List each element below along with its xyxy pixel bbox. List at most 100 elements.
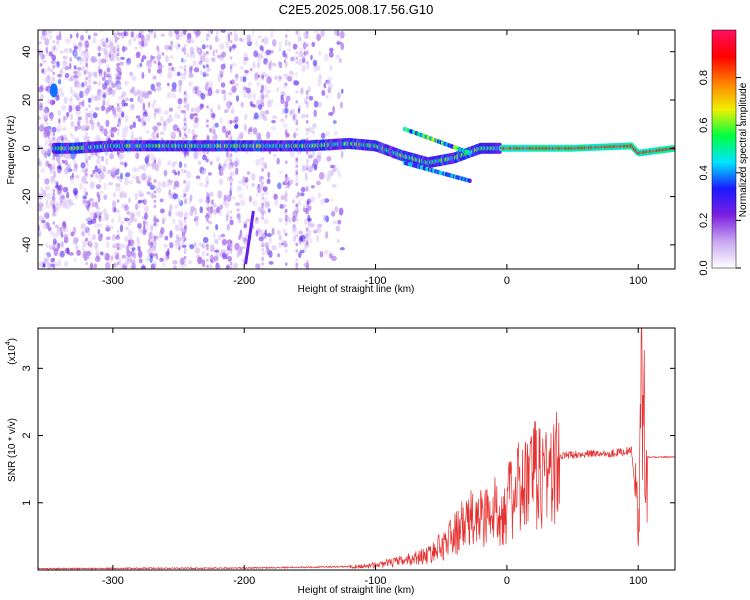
spectrogram-noise-stripe <box>153 165 157 169</box>
spectrogram-noise-cell <box>248 128 253 133</box>
spectrogram-noise-cell <box>292 114 296 121</box>
spectrogram-noise-stripe <box>306 208 309 212</box>
spectrogram-noise-cell <box>256 99 262 106</box>
spectrogram-noise-cell <box>177 44 181 48</box>
spectrogram-noise-stripe <box>153 248 157 252</box>
spectrogram-noise-cell <box>192 59 197 67</box>
spectrogram-noise-stripe <box>285 177 288 181</box>
x-tick-label: 100 <box>629 275 647 287</box>
spectrogram-noise-cell <box>191 128 196 136</box>
spectrogram-noise-cell <box>266 233 272 238</box>
spectrogram-noise-stripe <box>206 226 209 230</box>
spectrogram-noise-cell <box>119 192 124 199</box>
spectrogram-noise-cell <box>255 217 260 224</box>
spectrogram-noise-cell <box>264 74 270 78</box>
spectrogram-noise-cell <box>201 44 206 50</box>
spectrogram-noise-cell <box>139 193 145 197</box>
spectrogram-noise-cell <box>56 35 61 41</box>
x-tick-label: -200 <box>233 575 255 587</box>
spectrogram-noise-cell <box>43 77 48 82</box>
spectrogram-noise-cell <box>75 109 81 116</box>
spectrogram-noise-cell <box>73 50 79 59</box>
spectrogram-noise-stripe <box>85 127 88 131</box>
spectrogram-noise-cell <box>38 229 42 236</box>
spectrogram-noise-cell <box>141 172 147 181</box>
spectrogram-noise-cell <box>297 58 303 66</box>
spectrogram-noise-cell <box>255 192 259 198</box>
spectrogram-noise-stripe <box>153 190 157 194</box>
spectrogram-noise-cell <box>217 189 222 195</box>
spectrogram-noise-cell <box>334 30 339 36</box>
spectrogram-noise-stripe <box>183 248 187 252</box>
spectrogram-noise-cell <box>101 83 108 90</box>
spectrogram-noise-cell <box>172 193 179 200</box>
spectrogram-noise-cell <box>70 96 73 102</box>
spectrogram-noise-stripe <box>206 258 209 262</box>
spectrogram-noise-cell <box>262 186 268 192</box>
spectrogram-noise-cell <box>113 207 117 213</box>
spectrogram-noise-stripe <box>285 180 288 184</box>
spectrogram-noise-cell <box>124 235 129 243</box>
spectrogram-noise-cell <box>231 106 235 110</box>
spectrogram-noise-cell <box>278 76 282 80</box>
spectrogram-noise-stripe <box>295 242 298 246</box>
spectrogram-noise-cell <box>135 210 141 218</box>
spectrogram-noise-cell <box>100 37 106 46</box>
spectrogram-noise-cell <box>189 46 195 55</box>
spectrogram-noise-cell <box>211 57 216 63</box>
spectrogram-noise-cell <box>197 49 201 53</box>
spectrogram-noise-stripe <box>206 181 209 185</box>
spectrogram-noise-cell <box>118 61 125 66</box>
spectrogram-noise-cell <box>258 236 264 242</box>
spectrogram-noise-cell <box>189 194 193 202</box>
spectrogram-noise-stripe <box>183 44 187 48</box>
spectrogram-noise-cell <box>202 52 207 58</box>
spectrogram-noise-cell <box>133 90 139 97</box>
spectrogram-noise-stripe <box>183 230 187 234</box>
spectrogram-noise-stripe <box>261 244 264 248</box>
spectrogram-noise-cell <box>124 97 129 102</box>
spectrogram-noise-cell <box>76 124 81 130</box>
spectrogram-noise-cell <box>62 55 68 60</box>
spectrogram-noise-stripe <box>229 182 233 186</box>
spectrogram-noise-cell <box>135 175 140 183</box>
spectrogram-noise-cell <box>75 104 81 112</box>
spectrogram-noise-cell <box>186 37 192 44</box>
spectrogram-noise-cell <box>337 219 342 225</box>
spectrogram-noise-cell <box>201 244 205 248</box>
spectrogram-noise-cell <box>266 131 271 139</box>
spectrogram-noise-cell <box>309 223 316 228</box>
spectrogram-noise-cell <box>135 51 141 59</box>
snr-y-ticks: 1 2 3 <box>21 365 675 506</box>
spectrogram-noise-cell <box>302 54 306 60</box>
spectrogram-noise-cell <box>98 234 103 242</box>
spectrogram-noise-cell <box>172 218 176 225</box>
spectrogram-noise-cell <box>183 179 187 184</box>
spectrogram-noise-stripe <box>153 61 157 65</box>
spectrogram-noise-cell <box>135 152 140 160</box>
spectrogram-noise-cell <box>201 250 206 257</box>
spectrogram-noise-stripe <box>116 120 120 124</box>
spectrogram-noise-stripe <box>183 115 187 119</box>
spectrogram-noise-cell <box>48 245 53 250</box>
spectrogram-y-ticks: -40 -20 0 20 40 <box>21 46 675 253</box>
spectrogram-noise-cell <box>219 57 224 62</box>
spectrogram-noise-cell <box>226 150 229 159</box>
spectrogram-noise-stripe <box>295 127 298 131</box>
spectrogram-noise-cell <box>243 57 249 62</box>
spectrogram-noise-cell <box>91 122 95 131</box>
spectrogram-noise-stripe <box>52 175 55 179</box>
spectrogram-noise-stripe <box>285 64 288 68</box>
spectrogram-noise-cell <box>187 127 191 135</box>
spectrogram-noise-cell <box>128 38 132 46</box>
spectrogram-noise-stripe <box>116 168 120 172</box>
spectrogram-noise-cell <box>151 101 156 109</box>
spectrogram-noise-cell <box>326 174 331 183</box>
spectrogram-noise-cell <box>253 50 259 58</box>
spectrogram-noise-cell <box>328 111 334 116</box>
spectrogram-noise-cell <box>99 217 105 221</box>
spectrogram-noise-cell <box>220 167 226 173</box>
spectrogram-noise-cell <box>215 156 220 162</box>
spectrogram-noise-cell <box>38 201 43 205</box>
spectrogram-noise-cell <box>231 85 237 93</box>
